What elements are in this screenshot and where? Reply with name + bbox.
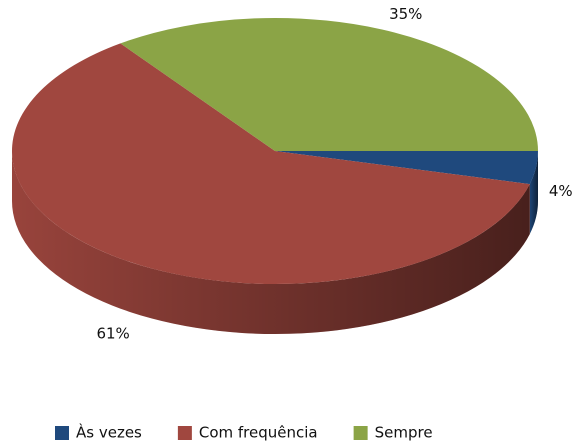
data-label: 61%: [96, 324, 129, 342]
slice: [11, 43, 530, 284]
slice: [120, 17, 538, 151]
legend-label: Sempre: [375, 424, 433, 442]
slice-side-shade: [529, 151, 538, 235]
legend-swatch: [55, 426, 69, 440]
legend-label: Com frequência: [199, 424, 318, 442]
legend-swatch: [353, 426, 368, 440]
data-label: 35%: [389, 5, 422, 23]
data-label: 4%: [549, 182, 573, 200]
slice-side-shade: [12, 151, 530, 334]
slice: [275, 151, 538, 185]
legend-swatch: [177, 426, 192, 440]
legend-label: Às vezes: [76, 423, 142, 442]
